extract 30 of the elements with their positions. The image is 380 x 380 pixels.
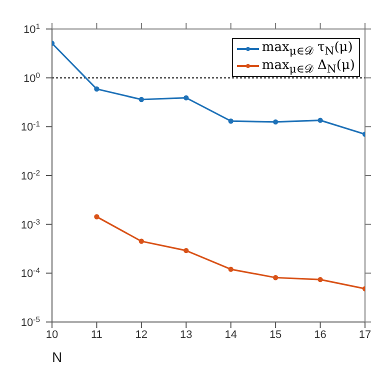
point xyxy=(318,118,323,123)
y-tick-label: 10$^{0}$ xyxy=(23,70,40,85)
point xyxy=(272,119,278,125)
x-tick-label: 14 xyxy=(224,328,237,341)
point xyxy=(184,95,189,100)
point xyxy=(94,214,100,220)
point xyxy=(94,86,100,92)
point xyxy=(318,276,323,282)
y-tick-label: 10$^{-4}$ xyxy=(20,266,41,280)
x-axis-title: N xyxy=(52,349,62,365)
x-tick-label: 15 xyxy=(269,328,282,341)
x-tick-label: 11 xyxy=(91,328,102,341)
point xyxy=(228,118,234,124)
legend-label: max$_{μ∈𝒟}$ τ$_{N}$(μ) xyxy=(262,40,353,58)
y-tick-label: 10$^{-2}$ xyxy=(20,168,40,182)
point xyxy=(184,248,189,254)
point xyxy=(228,266,234,272)
y-tick-label: 10$^{-1}$ xyxy=(20,119,40,134)
y-tick-label: 10$^{-5}$ xyxy=(20,314,40,329)
x-tick-label: 16 xyxy=(314,328,326,341)
point xyxy=(138,96,144,102)
legend-label: max$_{μ∈𝒟}$ Δ$_{N}$(μ) xyxy=(262,58,355,76)
point xyxy=(138,238,144,244)
x-tick-label: 17 xyxy=(358,328,372,341)
x-tick-label: 13 xyxy=(180,328,192,341)
point xyxy=(272,275,278,280)
x-tick-label: 10 xyxy=(46,328,58,341)
y-tick-label: 10$^{-3}$ xyxy=(20,216,40,232)
x-tick-label: 12 xyxy=(135,328,148,341)
y-tick-label: 10$^{1}$ xyxy=(23,22,40,36)
